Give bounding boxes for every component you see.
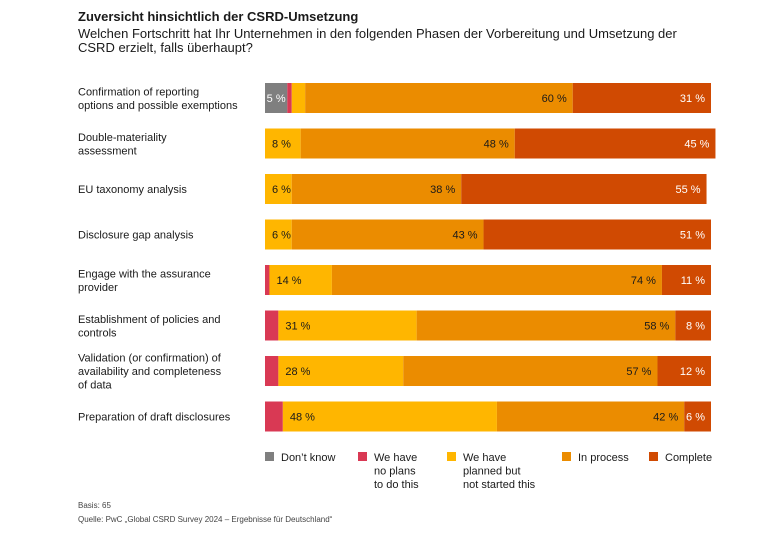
bar-segment [461,174,707,204]
bar-segment [684,401,711,432]
bar-segment [265,83,288,113]
legend-swatch [265,452,274,461]
bar-segment [572,83,711,113]
data-label: 31 % [680,93,705,105]
data-label: 74 % [631,275,656,287]
category-label: Preparation of draft disclosures [78,412,231,424]
data-label: 14 % [276,275,301,287]
data-label: 31 % [285,321,310,333]
data-label: 60 % [542,93,567,105]
bar-segment [291,174,462,204]
bar-segment [291,83,306,113]
data-label: 43 % [452,230,477,242]
legend-swatch [358,452,367,461]
legend-label: In process [578,452,629,464]
bar-segment [291,219,484,250]
bar-segment [496,401,685,432]
data-label: 38 % [430,184,455,196]
bar-segment [661,265,711,295]
category-label: Establishment of policies and controls [78,314,220,340]
category-label: Double-materiality assessment [78,132,167,158]
legend-swatch [649,452,658,461]
bar-segment [305,83,573,113]
bar-segment [265,310,279,341]
bar-segment [287,83,292,113]
legend-label: We have no plans to do this [374,452,419,491]
bar-segment [483,219,711,250]
stacked-bar-chart: Confirmation of reporting options and pos… [78,83,716,491]
bar-segment [269,265,332,295]
chart-subtitle: Welchen Fortschritt hat Ihr Unternehmen … [78,26,677,55]
data-label: 6 % [686,412,705,424]
data-label: 42 % [653,412,678,424]
bar-segment [300,128,515,159]
data-label: 12 % [680,366,705,378]
bar-segment [675,310,711,341]
data-label: 11 % [681,275,705,287]
data-label: 57 % [626,366,651,378]
category-label: Engage with the assurance provider [78,268,211,294]
bar-segment [265,401,283,432]
bar-segment [278,310,417,341]
bar-segment [265,219,292,250]
data-label: 5 % [267,93,286,105]
bar-segment [265,128,301,159]
bar-segment [265,356,279,386]
category-label: Confirmation of reporting options and pos… [78,86,238,112]
bar-segment [278,356,404,386]
data-label: 58 % [644,321,669,333]
basis-note: Basis: 65 [78,501,111,510]
data-label: 45 % [684,139,709,151]
category-label: EU taxonomy analysis [78,184,187,196]
data-label: 48 % [484,139,509,151]
bar-segment [403,356,658,386]
data-label: 48 % [290,412,315,424]
chart-title: Zuversicht hinsichtlich der CSRD-Umsetzu… [78,9,359,24]
category-label: Disclosure gap analysis [78,230,194,242]
data-label: 8 % [272,139,291,151]
category-label: Validation (or confirmation) of availabil… [78,353,222,392]
bar-segment [265,265,270,295]
legend-label: Don’t know [281,452,335,464]
bar-segment [331,265,662,295]
data-label: 28 % [285,366,310,378]
bar-segment [416,310,676,341]
data-label: 55 % [675,184,700,196]
data-label: 6 % [272,230,291,242]
data-label: 6 % [272,184,291,196]
data-label: 51 % [680,230,705,242]
bar-segment [282,401,497,432]
bar-segment [657,356,711,386]
legend-swatch [562,452,571,461]
legend-label: We have planned but not started this [463,452,536,491]
bar-segment [265,174,292,204]
data-label: 8 % [686,321,705,333]
legend-label: Complete [665,452,712,464]
legend-swatch [447,452,456,461]
bar-segment [514,128,716,159]
source-note: Quelle: PwC „Global CSRD Survey 2024 – E… [78,515,333,524]
